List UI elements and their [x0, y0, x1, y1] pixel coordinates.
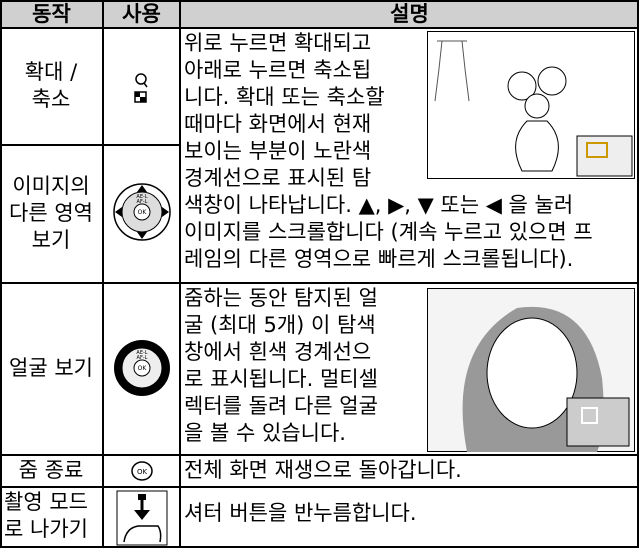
action-text: 로 나가기 [4, 517, 88, 541]
rule [0, 144, 180, 146]
description-text: 을 볼 수 있습니다. [184, 421, 346, 445]
action-text: 보기 [31, 227, 71, 252]
rule [179, 0, 181, 548]
header-cell: 동작 [0, 0, 103, 28]
description-text: 레임의 다른 영역으로 빠르게 스크롤됩니다). [184, 247, 574, 271]
face-illustration [427, 288, 635, 452]
action-text: 다른 영역 [9, 200, 93, 225]
icon-label: OK [137, 468, 148, 476]
action-text: 축소 [31, 87, 71, 111]
action-text: 줌 종료 [18, 457, 84, 482]
icon-label: AF-L [137, 199, 148, 205]
action-text: 촬영 모드 [4, 490, 88, 514]
rule [0, 0, 2, 548]
header-cell: 설명 [180, 0, 639, 28]
zoom-illustration [427, 31, 635, 179]
rule [0, 486, 639, 488]
multi-selector-icon: AE-L AF-L OK [113, 183, 171, 241]
description-text: 이미지를 스크롤합니다 (계속 누르고 있으면 프 [184, 220, 593, 244]
description-text: 셔터 버튼을 반누름합니다. [184, 501, 417, 525]
rule [0, 454, 639, 456]
icon-label: OK [138, 209, 148, 216]
zoom-icon [134, 73, 148, 103]
description-text: 보이는 부분이 노란색 [184, 139, 372, 163]
description-text: 경계선으로 표시된 탐 [184, 166, 372, 190]
rule [0, 546, 639, 548]
icon-label: OK [138, 365, 148, 372]
description-text: 줌하는 동안 탐지된 얼 [184, 286, 378, 310]
ok-icon: OK [131, 461, 153, 481]
header-cell: 사용 [103, 0, 180, 28]
rule [102, 0, 104, 548]
description-text: 니다. 확대 또는 축소할 [184, 85, 385, 109]
icon-label: AE-L [136, 194, 147, 200]
description-text: 전체 화면 재생으로 돌아갑니다. [184, 458, 462, 482]
description-text: 렉터를 돌려 다른 얼굴 [184, 394, 378, 418]
description-text: 로 표시됩니다. 멀티셀 [184, 367, 378, 391]
icon-label: AF-L [137, 355, 148, 361]
rule [0, 282, 639, 284]
description-text: 굴 (최대 5개) 이 탐색 [184, 313, 376, 337]
description-text: 창에서 흰색 경계선으 [184, 340, 372, 364]
rule [637, 0, 639, 548]
action-text: 이미지의 [12, 173, 90, 198]
description-text: 색창이 나타납니다. ▲, ▶, ▼ 또는 ◀ 을 눌러 [184, 193, 574, 217]
action-text: 확대 / [24, 60, 78, 84]
action-text: 얼굴 보기 [9, 355, 93, 380]
icon-label: AE-L [136, 350, 147, 356]
multi-selector-icon: AE-L AF-L OK [114, 340, 170, 396]
rule [0, 27, 639, 29]
description-text: 아래로 누르면 축소됩 [184, 58, 372, 82]
description-text: 위로 누르면 확대되고 [184, 31, 372, 55]
shutter-icon [116, 490, 168, 546]
rule [0, 0, 639, 2]
description-text: 때마다 화면에서 현재 [184, 112, 372, 136]
